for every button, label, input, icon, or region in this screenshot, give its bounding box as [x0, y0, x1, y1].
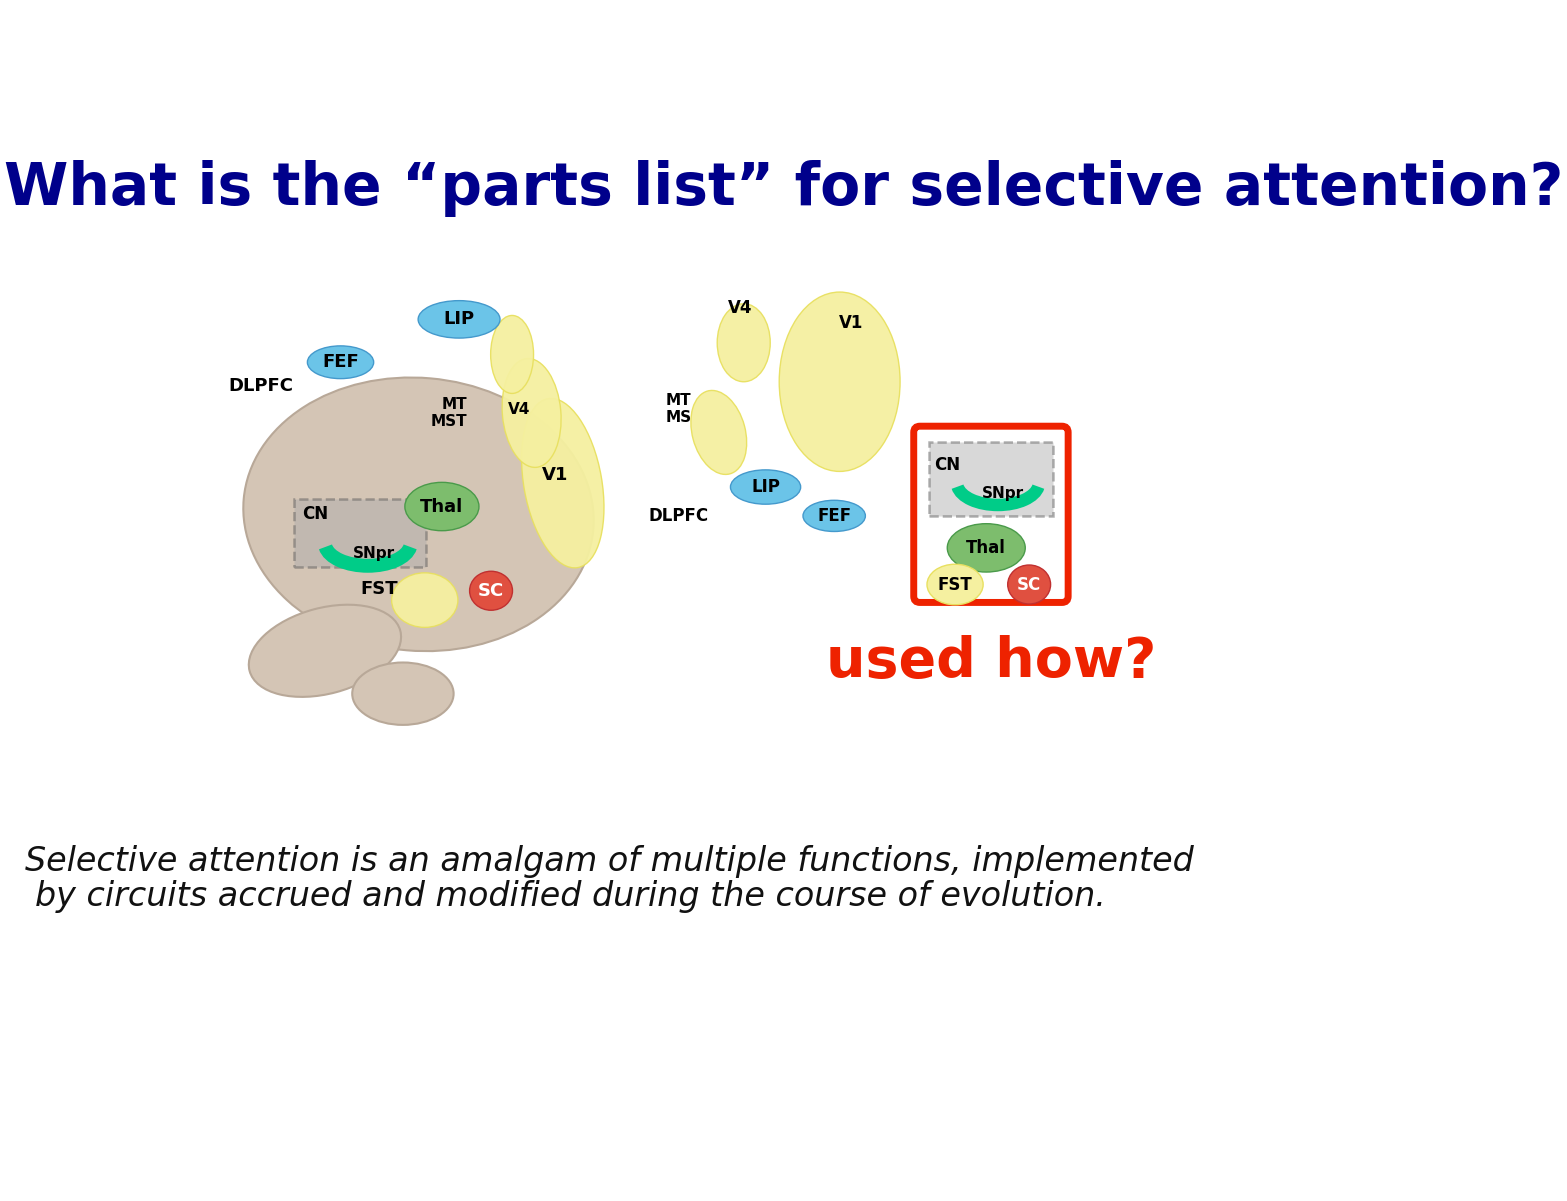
Text: What is the “parts list” for selective attention?: What is the “parts list” for selective a…: [3, 160, 1564, 217]
Ellipse shape: [730, 470, 801, 504]
Text: Selective attention is an amalgam of multiple functions, implemented: Selective attention is an amalgam of mul…: [25, 844, 1194, 878]
Text: FEF: FEF: [816, 507, 851, 525]
Ellipse shape: [243, 377, 594, 651]
Text: V1: V1: [840, 315, 863, 333]
FancyBboxPatch shape: [929, 442, 1053, 516]
Text: SC: SC: [478, 581, 505, 599]
Text: FST: FST: [360, 580, 398, 598]
Text: SNpr: SNpr: [981, 485, 1023, 501]
Text: CN: CN: [934, 456, 961, 474]
Text: DLPFC: DLPFC: [229, 377, 293, 395]
Text: SNpr: SNpr: [353, 545, 395, 561]
Text: FEF: FEF: [323, 353, 359, 371]
Text: SC: SC: [1017, 575, 1042, 593]
Text: V1: V1: [542, 466, 569, 484]
Ellipse shape: [404, 483, 480, 531]
FancyBboxPatch shape: [293, 498, 426, 567]
Text: MT
MS: MT MS: [664, 393, 691, 425]
Text: LIP: LIP: [751, 478, 780, 496]
Ellipse shape: [392, 573, 458, 627]
Ellipse shape: [779, 292, 899, 472]
Text: used how?: used how?: [826, 635, 1156, 689]
Ellipse shape: [928, 564, 983, 605]
Text: FST: FST: [937, 575, 973, 593]
Ellipse shape: [501, 359, 561, 467]
Ellipse shape: [249, 605, 401, 697]
Text: CN: CN: [302, 506, 329, 524]
Ellipse shape: [307, 346, 373, 378]
Ellipse shape: [490, 316, 533, 394]
Ellipse shape: [691, 390, 747, 474]
Ellipse shape: [470, 572, 512, 610]
FancyBboxPatch shape: [914, 426, 1069, 603]
Ellipse shape: [718, 304, 771, 382]
Text: Thal: Thal: [420, 497, 464, 515]
Text: LIP: LIP: [443, 310, 475, 328]
Ellipse shape: [418, 300, 500, 337]
Ellipse shape: [522, 399, 603, 568]
Text: DLPFC: DLPFC: [649, 507, 708, 525]
Text: V4: V4: [508, 401, 531, 417]
Ellipse shape: [1008, 564, 1050, 604]
Text: by circuits accrued and modified during the course of evolution.: by circuits accrued and modified during …: [34, 880, 1106, 913]
Ellipse shape: [948, 524, 1025, 572]
Ellipse shape: [353, 663, 453, 725]
Text: V4: V4: [727, 299, 752, 317]
Text: MT
MST: MT MST: [431, 396, 467, 429]
Ellipse shape: [802, 501, 865, 532]
Text: Thal: Thal: [967, 539, 1006, 557]
